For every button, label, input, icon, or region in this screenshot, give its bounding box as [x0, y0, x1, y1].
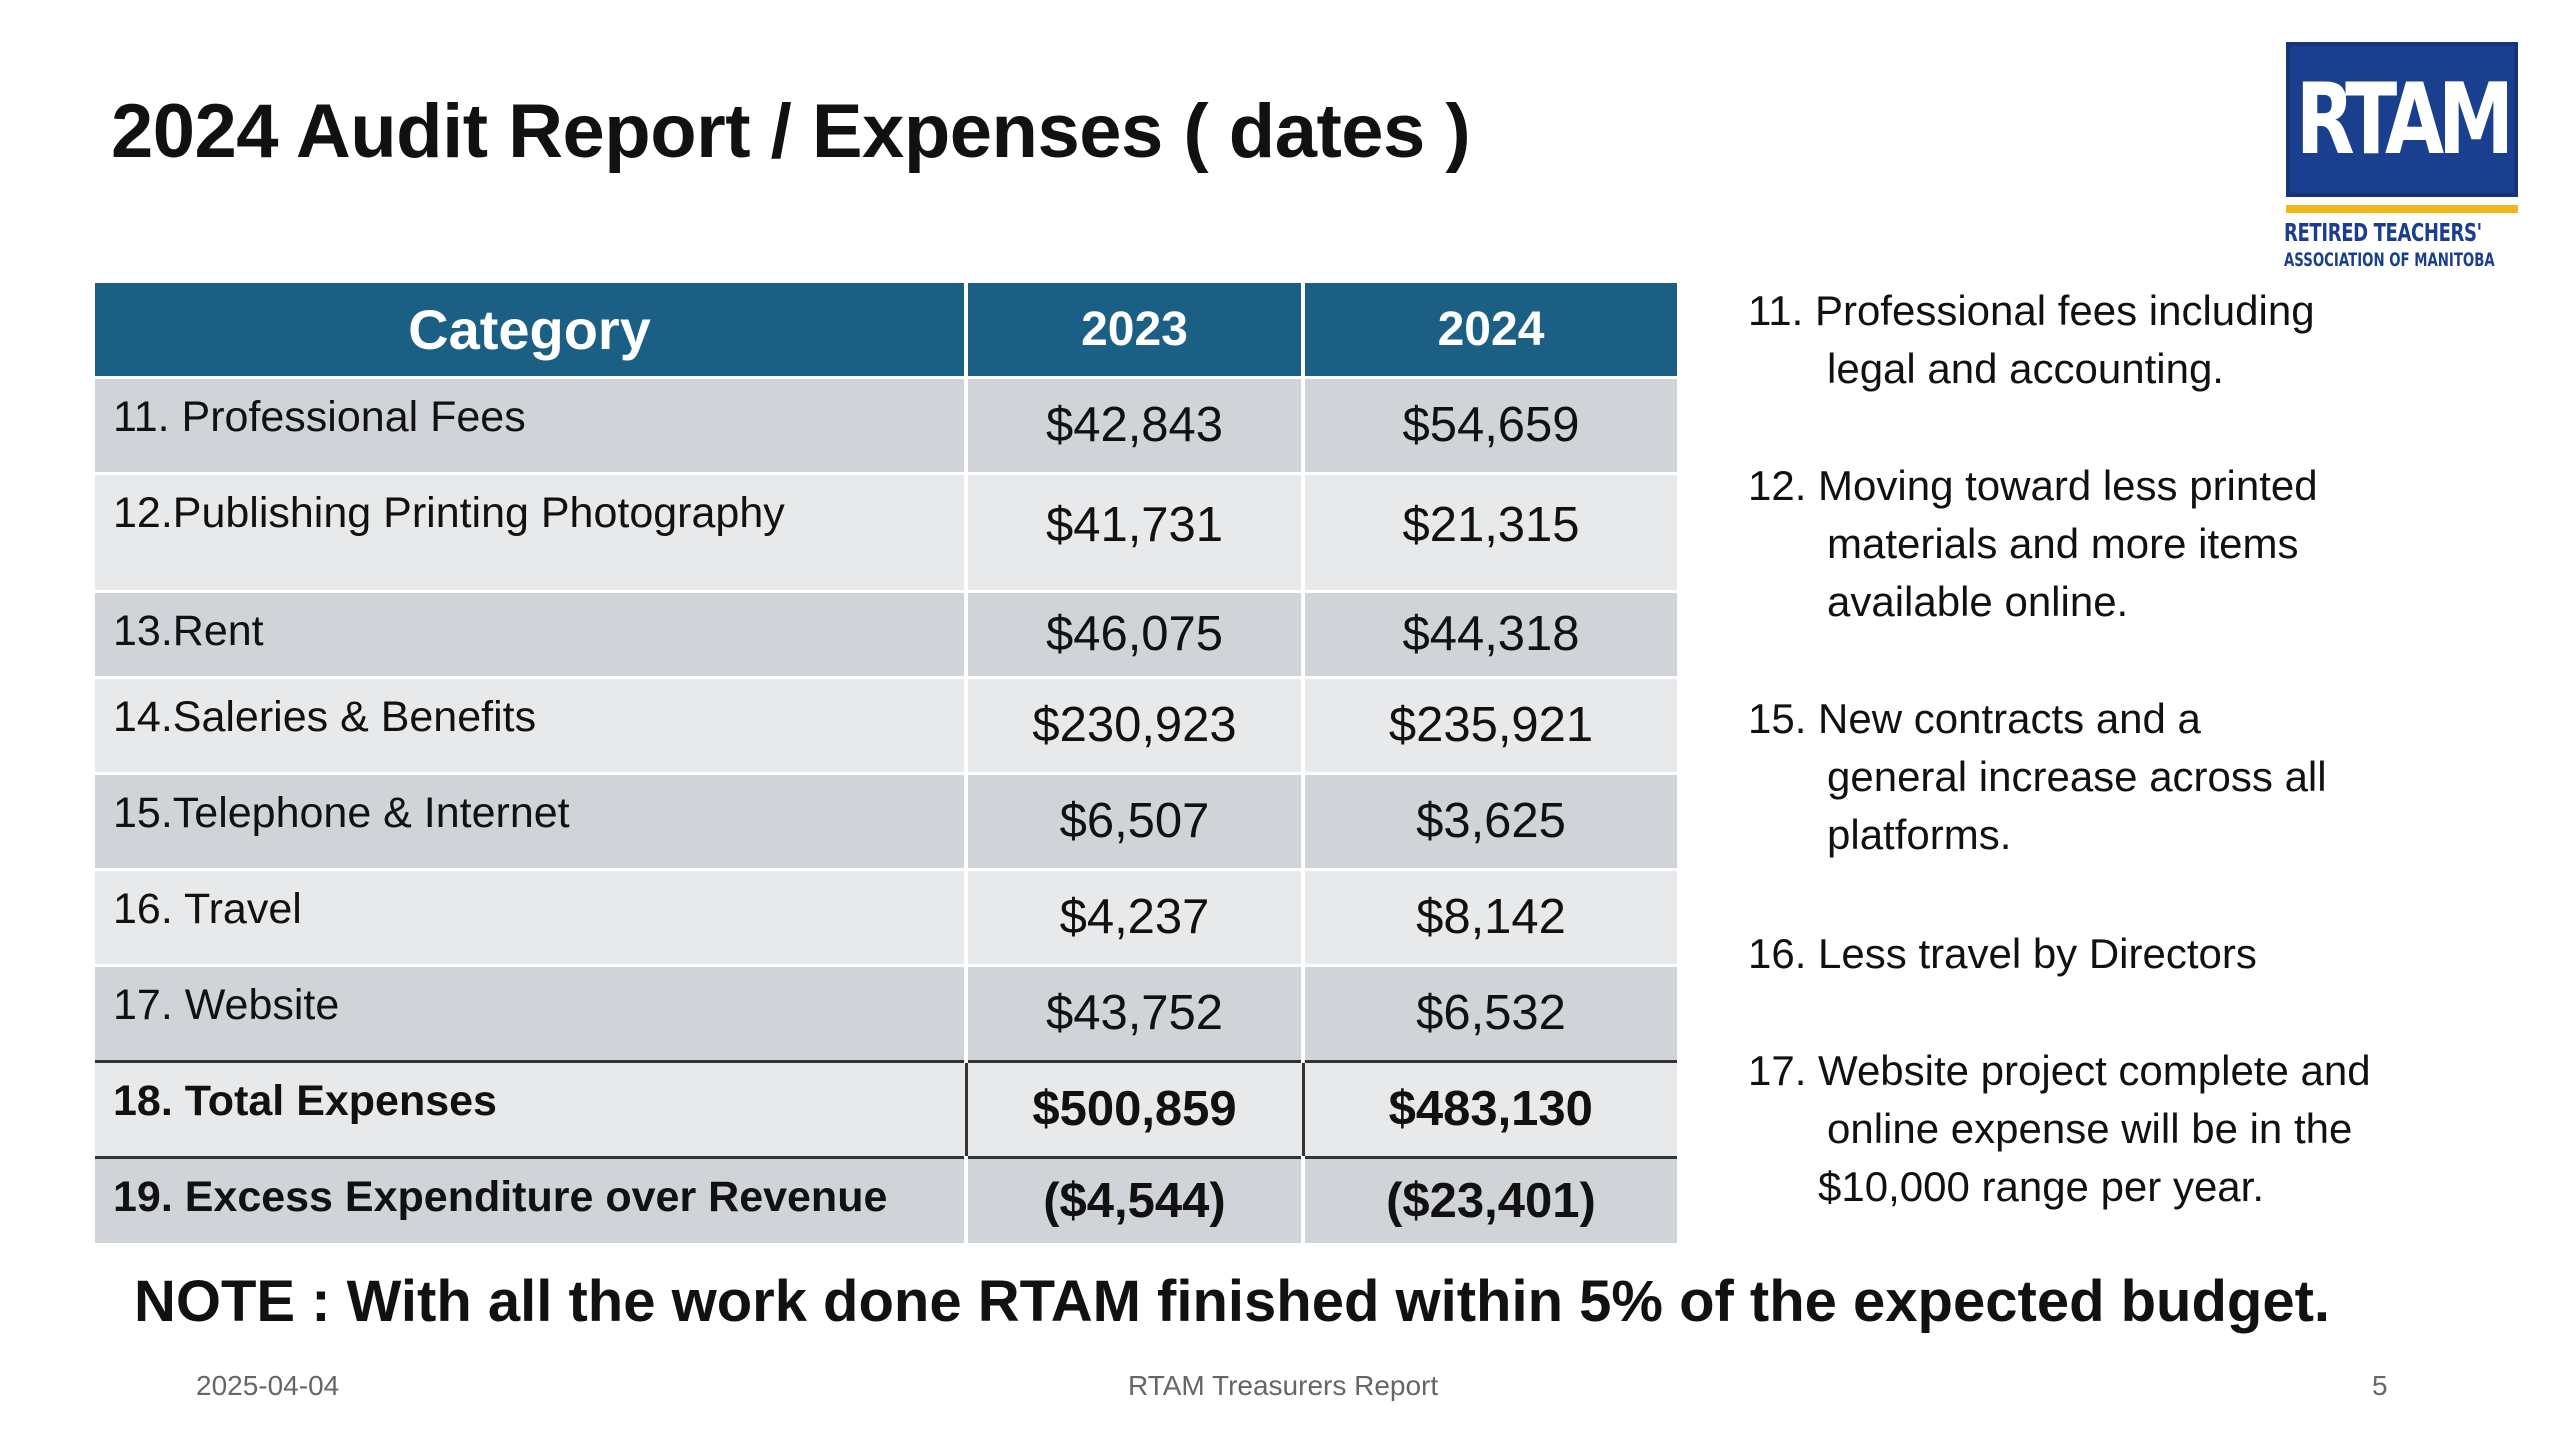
row-2023-value: $4,237 — [966, 867, 1305, 965]
note-line: online expense will be in the — [1827, 1105, 2353, 1152]
page-number: 5 — [2372, 1370, 2388, 1401]
header-category: Category — [95, 283, 968, 377]
note-line: 16. Less travel by Directors — [1748, 930, 2257, 977]
header-2023: 2023 — [966, 283, 1305, 377]
note-item: 16. Less travel by Directors — [1748, 925, 2538, 983]
header-2024: 2024 — [1303, 283, 1677, 377]
note-line: legal and accounting. — [1827, 345, 2224, 392]
logo-gold-bar — [2286, 205, 2518, 213]
row-category: 15.Telephone & Internet — [95, 771, 968, 869]
note-line: 15. New contracts and a — [1748, 695, 2201, 742]
row-category: 11. Professional Fees — [95, 375, 968, 473]
row-2023-value: $230,923 — [966, 675, 1305, 773]
note-item: 11. Professional fees including legal an… — [1748, 282, 2538, 398]
note-item: 15. New contracts and a general increase… — [1748, 690, 2538, 864]
table-row: 16. Travel $4,237 $8,142 — [95, 867, 1677, 965]
row-2023-value: $6,507 — [966, 771, 1305, 869]
row-2024-value: $235,921 — [1303, 675, 1677, 773]
note-line: general increase across all — [1827, 753, 2327, 800]
note-line: platforms. — [1827, 811, 2012, 858]
footer-date: 2025-04-04 — [196, 1370, 340, 1401]
budget-note: NOTE : With all the work done RTAM finis… — [134, 1269, 2331, 1334]
row-category: 13.Rent — [95, 589, 968, 677]
note-line: materials and more items — [1827, 520, 2299, 567]
row-category: 17. Website — [95, 963, 968, 1061]
row-category: 16. Travel — [95, 867, 968, 965]
row-2024-value: $44,318 — [1303, 589, 1677, 677]
row-2024-value: $21,315 — [1303, 471, 1677, 591]
row-category: 14.Saleries & Benefits — [95, 675, 968, 773]
row-2023-value: $41,731 — [966, 471, 1305, 591]
rtam-logo: RTAM RETIRED TEACHERS' ASSOCIATION OF MA… — [2282, 42, 2532, 274]
footer-title: RTAM Treasurers Report — [1128, 1370, 1439, 1401]
logo-letters: RTAM — [2296, 62, 2514, 177]
excess-2024-value: ($23,401) — [1303, 1155, 1677, 1243]
note-item: 17. Website project complete and online … — [1748, 1042, 2538, 1216]
excess-category: 19. Excess Expenditure over Revenue — [95, 1155, 968, 1243]
note-line: $10,000 range per year. — [1818, 1163, 2265, 1210]
table-row: 17. Website $43,752 $6,532 — [95, 963, 1677, 1061]
total-category: 18. Total Expenses — [95, 1059, 968, 1157]
row-2023-value: $46,075 — [966, 589, 1305, 677]
table-row: 12.Publishing Printing Photography $41,7… — [95, 471, 1677, 591]
logo-mark: RTAM — [2286, 42, 2518, 197]
row-2023-value: $42,843 — [966, 375, 1305, 473]
slide-title: 2024 Audit Report / Expenses ( dates ) — [111, 89, 1471, 174]
table-row: 13.Rent $46,075 $44,318 — [95, 589, 1677, 677]
row-2023-value: $43,752 — [966, 963, 1305, 1061]
row-2024-value: $54,659 — [1303, 375, 1677, 473]
note-line: available online. — [1827, 578, 2129, 625]
expense-table: Category 2023 2024 11. Professional Fees… — [95, 283, 1677, 1243]
note-line: 17. Website project complete and — [1748, 1047, 2371, 1094]
table-row: 11. Professional Fees $42,843 $54,659 — [95, 375, 1677, 473]
excess-row: 19. Excess Expenditure over Revenue ($4,… — [95, 1155, 1677, 1243]
table-row: 14.Saleries & Benefits $230,923 $235,921 — [95, 675, 1677, 773]
logo-line-1: RETIRED TEACHERS' — [2284, 218, 2482, 247]
total-row: 18. Total Expenses $500,859 $483,130 — [95, 1059, 1677, 1157]
note-item: 12. Moving toward less printed materials… — [1748, 457, 2538, 631]
table-header-row: Category 2023 2024 — [95, 283, 1677, 377]
row-2024-value: $3,625 — [1303, 771, 1677, 869]
row-category: 12.Publishing Printing Photography — [95, 471, 968, 591]
total-2023-value: $500,859 — [966, 1059, 1305, 1157]
total-2024-value: $483,130 — [1303, 1059, 1677, 1157]
row-2024-value: $8,142 — [1303, 867, 1677, 965]
row-2024-value: $6,532 — [1303, 963, 1677, 1061]
note-line: 12. Moving toward less printed — [1748, 462, 2318, 509]
note-line: 11. Professional fees including — [1748, 287, 2315, 334]
logo-line-2: ASSOCIATION OF MANITOBA — [2284, 249, 2495, 271]
excess-2023-value: ($4,544) — [966, 1155, 1305, 1243]
table-row: 15.Telephone & Internet $6,507 $3,625 — [95, 771, 1677, 869]
